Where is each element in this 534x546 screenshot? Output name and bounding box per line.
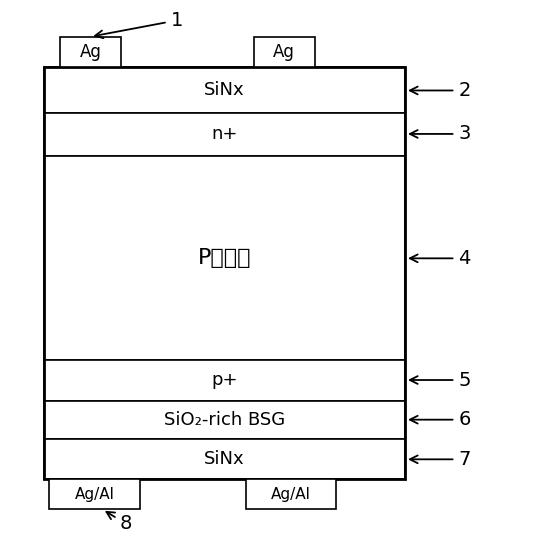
- Text: p+: p+: [211, 371, 238, 389]
- Text: 3: 3: [410, 124, 470, 144]
- Text: 7: 7: [410, 450, 470, 469]
- Bar: [44, 401, 405, 438]
- Text: P型基底: P型基底: [198, 248, 252, 268]
- Text: Ag: Ag: [273, 43, 295, 61]
- Text: 4: 4: [410, 249, 470, 268]
- Text: Ag: Ag: [80, 43, 101, 61]
- Bar: [44, 113, 405, 156]
- Text: 2: 2: [410, 81, 470, 100]
- Text: 5: 5: [410, 371, 471, 389]
- Bar: [44, 438, 405, 479]
- Bar: [44, 67, 405, 479]
- Text: SiO₂-rich BSG: SiO₂-rich BSG: [164, 411, 285, 429]
- Bar: [254, 37, 315, 67]
- Text: 1: 1: [95, 11, 183, 38]
- Text: Ag/Al: Ag/Al: [74, 487, 114, 502]
- Text: Ag/Al: Ag/Al: [271, 487, 311, 502]
- Bar: [44, 156, 405, 360]
- Text: 6: 6: [410, 410, 470, 429]
- Bar: [246, 479, 336, 509]
- Text: n+: n+: [211, 126, 238, 144]
- Bar: [44, 360, 405, 401]
- Bar: [60, 37, 121, 67]
- Bar: [49, 479, 139, 509]
- Text: 8: 8: [106, 512, 132, 533]
- Text: SiNx: SiNx: [204, 450, 245, 468]
- Text: SiNx: SiNx: [204, 81, 245, 99]
- Bar: [44, 67, 405, 113]
